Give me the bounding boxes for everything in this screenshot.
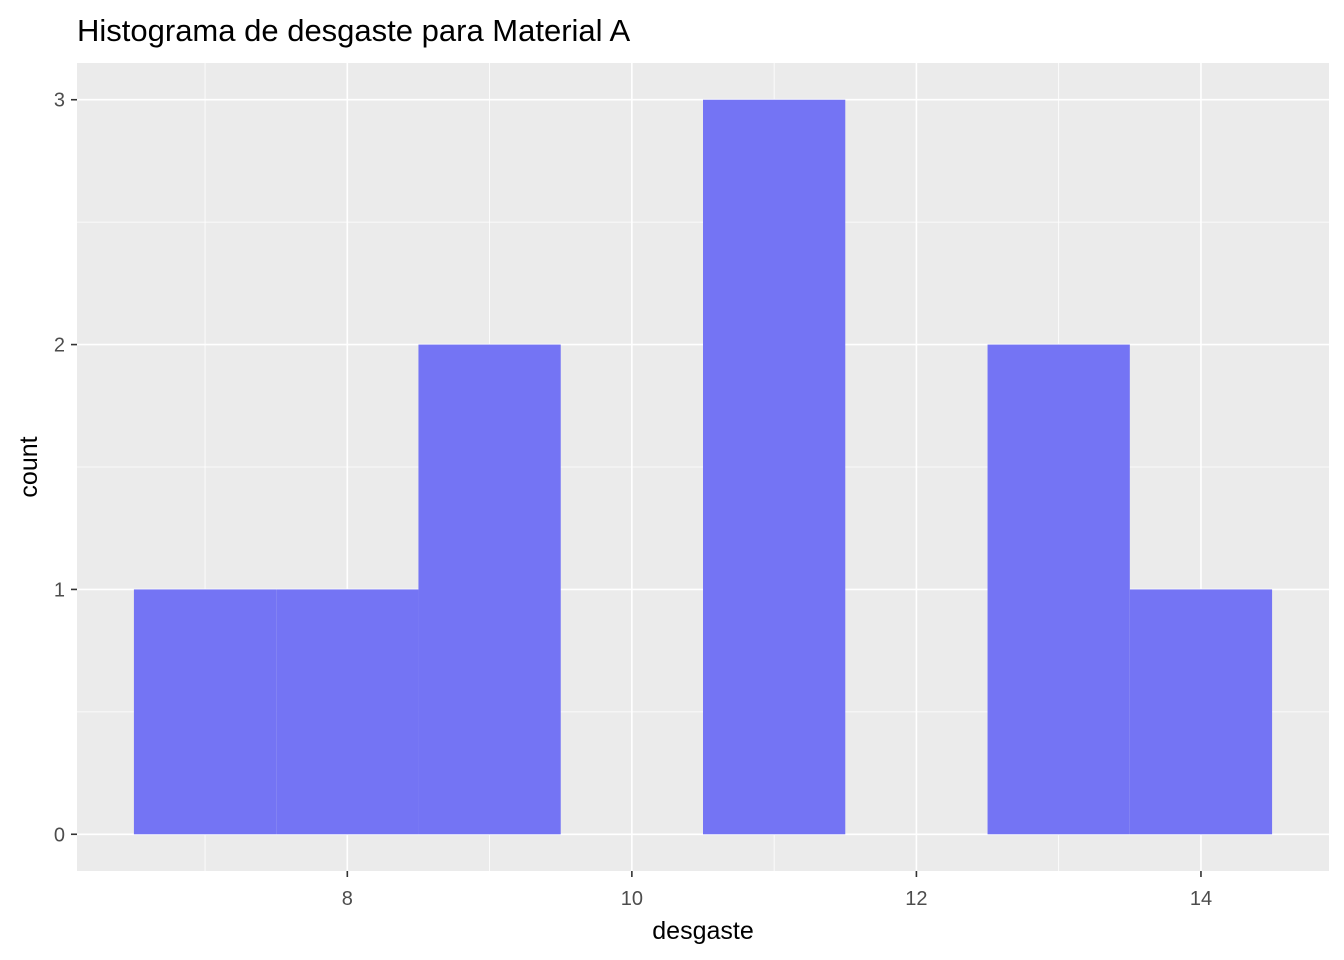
histogram-bar xyxy=(133,589,277,835)
y-axis: 0 1 2 3 xyxy=(54,90,77,846)
chart-title: Histograma de desgaste para Material A xyxy=(77,13,630,48)
x-axis-title: desgaste xyxy=(652,917,753,945)
x-axis: 8 10 12 14 xyxy=(342,871,1212,910)
x-tick-label: 10 xyxy=(621,888,643,910)
y-tick-label: 3 xyxy=(54,90,65,112)
x-tick-label: 14 xyxy=(1190,888,1212,910)
histogram-bar xyxy=(418,344,561,835)
y-tick-label: 0 xyxy=(54,824,65,846)
x-tick-label: 8 xyxy=(342,888,353,910)
histogram-bar xyxy=(987,344,1130,835)
y-tick-label: 1 xyxy=(54,579,65,601)
histogram-bar xyxy=(276,589,419,835)
x-tick-label: 12 xyxy=(905,888,927,910)
histogram-bar xyxy=(703,99,846,835)
y-axis-title: count xyxy=(15,436,43,497)
histogram-bar xyxy=(1129,589,1273,835)
y-tick-label: 2 xyxy=(54,335,65,357)
histogram-bars xyxy=(133,99,1273,835)
